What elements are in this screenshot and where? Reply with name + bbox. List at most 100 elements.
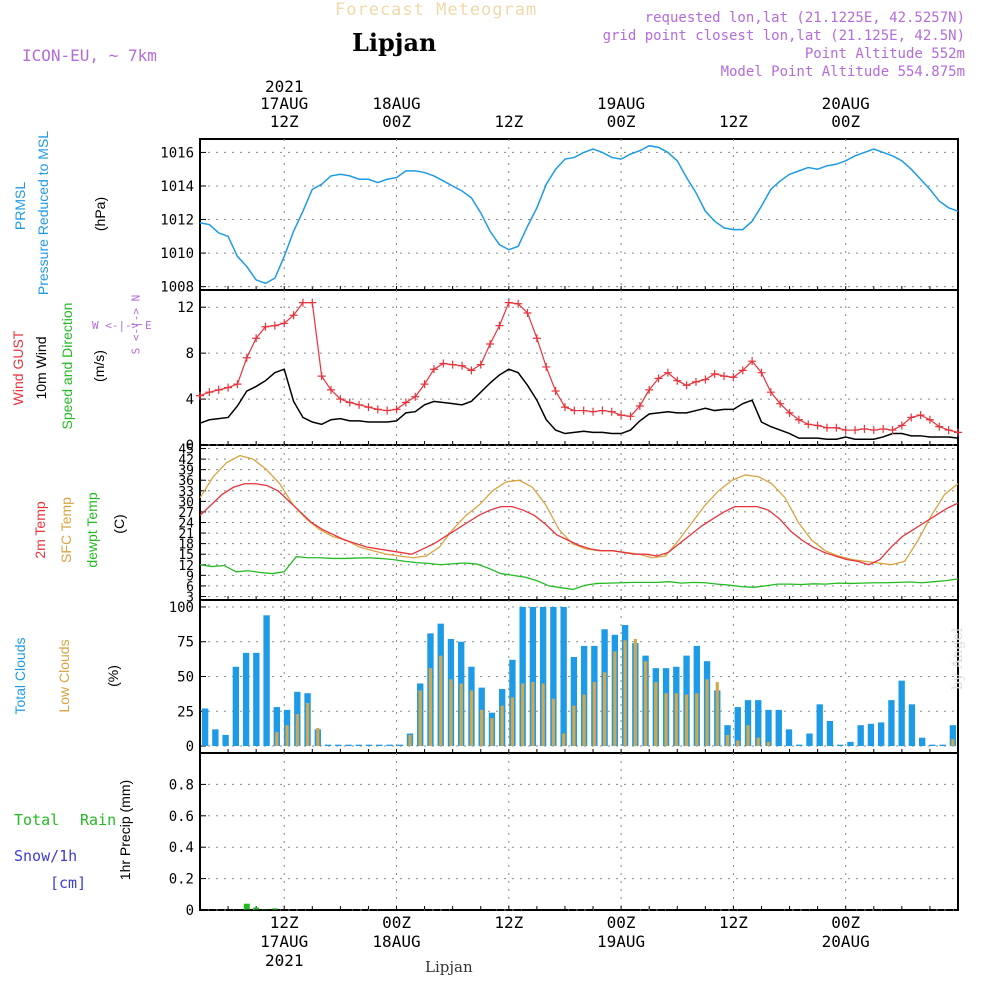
low-cloud-bar bbox=[469, 690, 474, 747]
total-cloud-bar bbox=[232, 666, 240, 747]
gust-marker bbox=[869, 426, 878, 435]
gust-marker bbox=[954, 428, 962, 437]
top-axis-hour: 12Z bbox=[719, 112, 748, 131]
gust-marker bbox=[429, 365, 438, 374]
total-cloud-bar bbox=[273, 707, 280, 747]
gust-marker bbox=[523, 308, 532, 317]
gust-marker bbox=[383, 406, 392, 415]
total-cloud-bar bbox=[570, 657, 578, 747]
gust-marker bbox=[205, 388, 214, 397]
gust-marker bbox=[242, 353, 251, 362]
gust-marker bbox=[635, 401, 644, 410]
wind-10m-label: 10m Wind bbox=[33, 336, 49, 400]
gust-marker bbox=[691, 377, 700, 386]
gust-marker bbox=[579, 406, 588, 415]
gust-marker bbox=[879, 424, 888, 433]
total-cloud-bar bbox=[847, 741, 854, 747]
top-axis-date: 18AUG bbox=[372, 94, 420, 113]
gust-marker bbox=[813, 421, 822, 430]
low-cloud-bar bbox=[674, 693, 678, 747]
gust-marker bbox=[682, 381, 691, 390]
compass-vertical: S <-|-> N bbox=[129, 294, 143, 355]
y-tick-label: 8 bbox=[186, 346, 194, 362]
low-cloud-bar bbox=[664, 693, 668, 747]
low-cloud-bar bbox=[439, 655, 443, 747]
y-tick-label: 1012 bbox=[160, 213, 194, 229]
total-cloud-bar bbox=[939, 744, 946, 747]
gust-marker bbox=[822, 423, 831, 432]
gust-marker bbox=[607, 407, 616, 416]
gust-marker bbox=[794, 415, 803, 424]
total-cloud-bar bbox=[201, 708, 209, 747]
low-cloud-bar bbox=[623, 640, 627, 747]
low-cloud-bar bbox=[275, 732, 279, 747]
panel-frame bbox=[199, 752, 959, 911]
gust-marker bbox=[373, 405, 382, 414]
gust-marker bbox=[327, 385, 336, 394]
total-cloud-bar bbox=[867, 723, 875, 747]
gust-marker bbox=[626, 412, 635, 421]
low-cloud-bar bbox=[715, 682, 719, 747]
pressure-line bbox=[199, 144, 959, 285]
y-tick-label: 0 bbox=[186, 438, 194, 454]
y-tick-label: 100 bbox=[169, 600, 194, 616]
gust-marker bbox=[476, 360, 485, 369]
low-cloud-bar bbox=[521, 683, 525, 747]
temp-dew-label: dewpt Temp bbox=[84, 492, 100, 568]
gust-marker bbox=[738, 366, 747, 375]
total-cloud-bar bbox=[888, 700, 895, 747]
y-tick-label: 1008 bbox=[160, 280, 194, 296]
y-tick-label: 27 bbox=[178, 506, 194, 521]
gust-marker bbox=[935, 422, 944, 431]
total-cloud-bar bbox=[253, 652, 260, 747]
prmsl-label: PRMSL bbox=[12, 181, 28, 231]
bottom-axis-date: 17AUG bbox=[260, 932, 308, 951]
total-cloud-bar bbox=[775, 709, 782, 747]
low-cloud-bar bbox=[490, 718, 494, 747]
low-cloud-bar bbox=[684, 694, 689, 747]
top-axis-hour: 00Z bbox=[607, 112, 636, 131]
gust-marker bbox=[252, 334, 261, 343]
bottom-axis-date: 19AUG bbox=[597, 932, 645, 951]
wind-gust-label: Wind GUST bbox=[10, 330, 26, 406]
low-cloud-bar bbox=[695, 693, 699, 747]
faded-title: Forecast Meteogram bbox=[335, 0, 538, 20]
y-tick-label: 12 bbox=[178, 559, 194, 574]
total-cloud-bar bbox=[908, 704, 916, 747]
gust-marker bbox=[841, 426, 850, 435]
total-cloud-bar bbox=[324, 744, 332, 747]
y-tick-label: 21 bbox=[178, 527, 194, 542]
total-cloud-bar bbox=[949, 725, 957, 747]
t2m-line bbox=[199, 483, 959, 566]
low-cloud-bar bbox=[705, 679, 709, 747]
dewpoint-line bbox=[199, 555, 959, 591]
total-cloud-bar bbox=[345, 744, 352, 747]
model-label: ICON-EU, ~ 7km bbox=[22, 46, 157, 65]
gust-marker bbox=[851, 426, 860, 435]
low-cloud-bar bbox=[418, 690, 422, 747]
rain-bar bbox=[243, 903, 250, 910]
bottom-axis-hour: 12Z bbox=[719, 913, 748, 932]
low-cloud-bar bbox=[449, 679, 453, 747]
y-tick-label: 36 bbox=[178, 474, 194, 489]
watermark: by Angel bbox=[950, 627, 966, 690]
gust-marker bbox=[486, 339, 495, 348]
gust-marker bbox=[448, 360, 457, 369]
total-cloud-bar bbox=[355, 744, 362, 747]
gust-marker bbox=[458, 361, 467, 370]
gust-marker bbox=[663, 368, 672, 377]
low-cloud-bar bbox=[613, 651, 617, 747]
gust-marker bbox=[598, 406, 607, 415]
low-cloud-bar bbox=[459, 683, 463, 747]
total-cloud-bar bbox=[826, 721, 834, 747]
gust-marker bbox=[504, 298, 513, 307]
gust-marker bbox=[514, 299, 523, 308]
low-cloud-bar bbox=[408, 734, 412, 747]
gust-marker bbox=[897, 421, 906, 430]
y-tick-label: 12 bbox=[177, 300, 194, 316]
total-cloud-bar bbox=[550, 606, 557, 747]
y-tick-label: 30 bbox=[178, 495, 194, 510]
total-cloud-bar bbox=[929, 744, 936, 747]
gust-marker bbox=[766, 388, 775, 397]
total-cloud-bar bbox=[918, 737, 926, 747]
